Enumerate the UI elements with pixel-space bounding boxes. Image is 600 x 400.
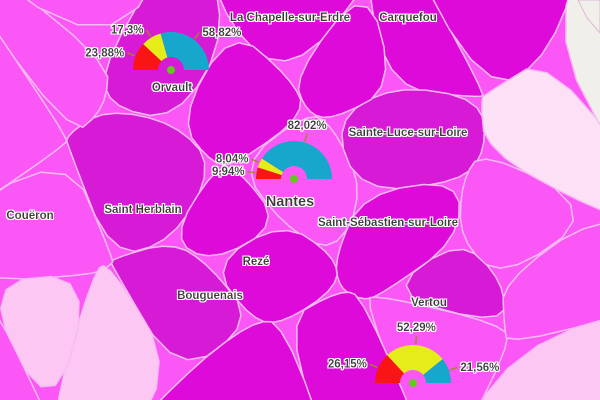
svg-text:Orvault: Orvault	[152, 82, 192, 94]
svg-text:Vertou: Vertou	[411, 297, 447, 309]
svg-text:Nantes: Nantes	[266, 194, 314, 210]
svg-text:Couëron: Couëron	[6, 210, 53, 222]
svg-text:9,94%: 9,94%	[212, 166, 245, 178]
svg-text:58,82%: 58,82%	[202, 27, 241, 39]
svg-text:26,15%: 26,15%	[328, 359, 367, 371]
svg-text:52,29%: 52,29%	[397, 322, 436, 334]
svg-text:Sainte-Luce-sur-Loire: Sainte-Luce-sur-Loire	[349, 127, 468, 139]
svg-text:23,88%: 23,88%	[85, 47, 124, 59]
svg-text:Saint-Sébastien-sur-Loire: Saint-Sébastien-sur-Loire	[318, 217, 458, 229]
svg-text:Rezé: Rezé	[243, 256, 270, 268]
svg-text:82,02%: 82,02%	[288, 120, 327, 132]
svg-text:Bouguenais: Bouguenais	[177, 290, 243, 302]
svg-text:Saint Herblain: Saint Herblain	[104, 204, 181, 216]
svg-text:La Chapelle-sur-Erdre: La Chapelle-sur-Erdre	[230, 12, 350, 24]
svg-text:8,04%: 8,04%	[216, 154, 249, 166]
svg-text:17,3%: 17,3%	[111, 24, 144, 36]
svg-text:21,56%: 21,56%	[460, 362, 499, 374]
svg-text:Carquefou: Carquefou	[379, 12, 437, 24]
